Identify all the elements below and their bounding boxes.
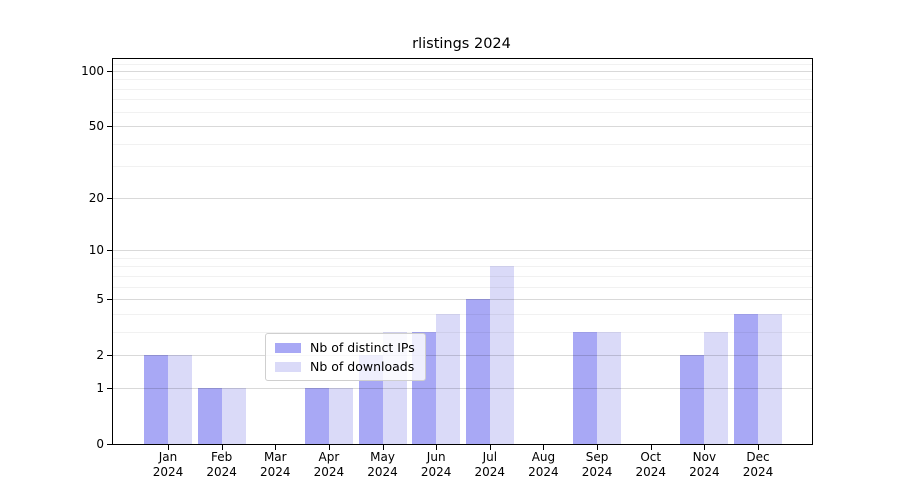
minor-gridline	[113, 111, 812, 113]
x-tick-label: Jan 2024	[152, 450, 184, 479]
bar-nb-of-distinct-ips	[465, 299, 490, 444]
x-tick-mark	[436, 444, 438, 450]
bar-nb-of-downloads	[168, 355, 192, 444]
major-gridline	[113, 197, 812, 199]
legend-item-downloads: Nb of downloads	[275, 359, 415, 374]
y-tick-mark	[107, 444, 113, 445]
bar-nb-of-downloads	[221, 387, 246, 444]
legend-label-downloads: Nb of downloads	[310, 359, 415, 374]
x-tick-label: Oct 2024	[635, 450, 666, 479]
major-gridline	[113, 299, 812, 301]
bar-nb-of-downloads	[328, 387, 353, 444]
x-tick-label: Apr 2024	[313, 450, 345, 479]
x-tick-label: Mar 2024	[259, 450, 291, 479]
minor-gridline	[113, 286, 812, 288]
x-tick-label: Sep 2024	[581, 450, 613, 479]
y-tick-mark	[107, 197, 113, 199]
y-tick-label: 2	[96, 348, 104, 363]
y-tick-label: 50	[88, 119, 104, 134]
minor-gridline	[113, 313, 812, 315]
y-tick-mark	[107, 250, 113, 252]
x-tick-mark	[221, 444, 223, 450]
minor-gridline	[113, 331, 812, 333]
y-tick-label: 100	[81, 63, 104, 78]
x-tick-mark	[328, 444, 330, 450]
bar-nb-of-distinct-ips	[680, 355, 705, 444]
x-tick-mark	[597, 444, 599, 450]
bar-nb-of-distinct-ips	[304, 387, 329, 444]
y-tick-label: 5	[96, 292, 104, 307]
bar-nb-of-downloads	[704, 331, 729, 444]
major-gridline	[113, 387, 812, 389]
x-tick-label: Nov 2024	[689, 450, 720, 479]
x-tick-mark	[489, 444, 491, 450]
x-tick-mark	[382, 444, 384, 450]
x-tick-mark	[543, 444, 545, 450]
y-tick-mark	[107, 70, 113, 72]
minor-gridline	[113, 99, 812, 101]
y-tick-mark	[107, 126, 113, 128]
bar-nb-of-distinct-ips	[573, 331, 598, 444]
y-tick-label: 1	[96, 380, 104, 395]
minor-gridline	[113, 79, 812, 81]
y-tick-mark	[107, 387, 113, 389]
minor-gridline	[113, 64, 812, 66]
legend: Nb of distinct IPs Nb of downloads	[265, 333, 426, 381]
x-tick-mark	[275, 444, 277, 450]
y-tick-label: 10	[88, 243, 104, 258]
y-tick-label: 0	[96, 437, 104, 451]
bar-nb-of-distinct-ips	[144, 355, 168, 444]
y-tick-mark	[107, 299, 113, 301]
minor-gridline	[113, 257, 812, 259]
minor-gridline	[113, 166, 812, 168]
legend-swatch-distinct-ips	[275, 342, 301, 353]
bar-nb-of-downloads	[597, 331, 622, 444]
minor-gridline	[113, 275, 812, 277]
x-tick-label: Jul 2024	[474, 450, 506, 479]
bar-nb-of-downloads	[436, 313, 461, 444]
legend-label-distinct-ips: Nb of distinct IPs	[310, 340, 415, 355]
bar-nb-of-downloads	[489, 266, 514, 444]
x-tick-mark	[757, 444, 759, 450]
plot-area: 0 1 2 5 10 20 50 100 Jan 2024 Feb 2024 Mar 2024 Apr…	[81, 58, 813, 479]
x-tick-label: May 2024	[367, 450, 398, 479]
major-gridline	[113, 126, 812, 128]
x-tick-label: Feb 2024	[206, 450, 237, 479]
minor-gridline	[113, 143, 812, 145]
major-gridline	[113, 250, 812, 252]
major-gridline	[113, 355, 812, 357]
bar-nb-of-downloads	[757, 313, 782, 444]
y-tick-mark	[107, 355, 113, 357]
chart-title: rlistings 2024	[412, 36, 511, 52]
bar-nb-of-distinct-ips	[733, 313, 758, 444]
legend-item-distinct-ips: Nb of distinct IPs	[275, 340, 415, 355]
x-tick-mark	[650, 444, 652, 450]
x-tick-mark	[168, 444, 169, 450]
legend-swatch-downloads	[275, 361, 301, 372]
minor-gridline	[113, 88, 812, 90]
y-tick-label: 20	[88, 190, 104, 205]
x-tick-label: Aug 2024	[528, 450, 559, 479]
x-tick-mark	[704, 444, 706, 450]
bar-nb-of-distinct-ips	[197, 387, 222, 444]
major-gridline	[113, 70, 812, 72]
x-tick-label: Dec 2024	[742, 450, 774, 479]
minor-gridline	[113, 266, 812, 268]
x-tick-label: Jun 2024	[420, 450, 452, 479]
